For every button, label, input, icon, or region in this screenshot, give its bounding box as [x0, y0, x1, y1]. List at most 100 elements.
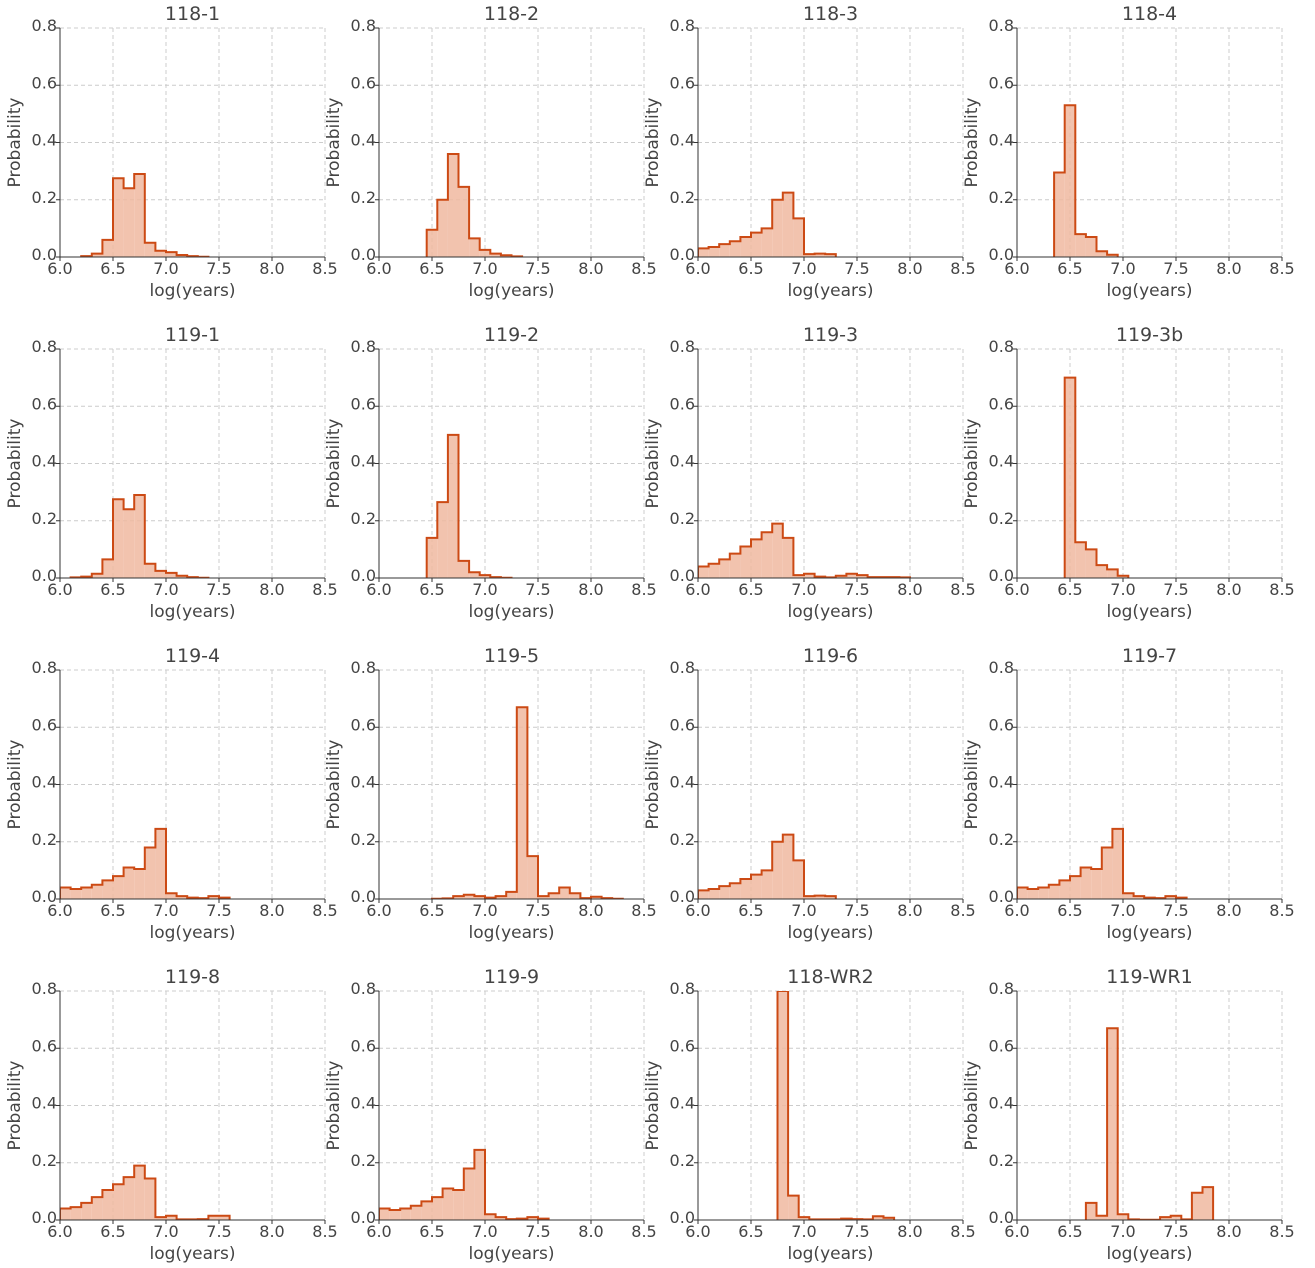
- y-axis-label: Probability: [962, 740, 982, 830]
- x-tick-label: 8.0: [259, 1222, 284, 1241]
- subplot-title: 119-3b: [1116, 324, 1183, 346]
- gridlines: [379, 669, 645, 899]
- histogram-bar: [872, 1216, 884, 1220]
- bars: [426, 434, 512, 578]
- x-tick-label: 7.5: [206, 901, 231, 920]
- histogram-bar: [453, 1189, 464, 1220]
- histogram-bar: [1085, 549, 1097, 578]
- x-tick-label: 7.0: [1110, 1222, 1135, 1241]
- histogram-bar: [719, 244, 730, 257]
- x-tick-label: 6.5: [100, 1222, 125, 1241]
- y-axis-label: Probability: [5, 1061, 25, 1151]
- y-tick-label: 0.4: [351, 131, 376, 150]
- y-tick-label: 0.0: [670, 566, 695, 585]
- y-tick-label: 0.6: [670, 715, 695, 734]
- bars: [1054, 105, 1118, 257]
- subplot-title: 118-1: [165, 3, 220, 25]
- x-tick-label: 8.0: [578, 580, 603, 599]
- subplot-title: 119-WR1: [1106, 966, 1192, 988]
- histogram-bar: [176, 254, 188, 257]
- y-tick-label: 0.8: [989, 16, 1014, 35]
- y-tick-label: 0.2: [989, 1151, 1014, 1170]
- y-tick-label: 0.8: [32, 658, 57, 677]
- histogram-bar: [219, 1215, 230, 1220]
- x-axis-label: log(years): [469, 602, 555, 622]
- x-tick-label: 7.5: [206, 1222, 231, 1241]
- x-tick-label: 8.5: [312, 259, 337, 278]
- gridlines: [60, 27, 326, 257]
- histogram-bar: [506, 891, 517, 899]
- histogram-bar: [469, 238, 480, 257]
- histogram-bar: [516, 707, 528, 899]
- histogram-outline: [698, 833, 837, 899]
- histogram-bar: [1096, 251, 1108, 257]
- y-tick-label: 0.6: [989, 1036, 1014, 1055]
- subplot-118-2: 6.0 6.5 7.0 7.5 8.0 8.5 0.0 0.2 0.4 0.6 0.8 log(yea…: [324, 3, 657, 301]
- y-tick-label: 0.0: [32, 566, 57, 585]
- histogram-bar: [437, 502, 448, 578]
- subplot-title: 119-2: [484, 324, 539, 346]
- x-tick-label: 8.0: [259, 901, 284, 920]
- histogram-bar: [102, 559, 113, 578]
- y-axis-label: Probability: [324, 740, 344, 830]
- histogram-outline: [80, 172, 210, 257]
- x-tick-label: 6.5: [738, 901, 763, 920]
- x-tick-label: 8.5: [950, 901, 975, 920]
- histogram-bar: [825, 254, 836, 257]
- histogram-outline: [1017, 827, 1188, 899]
- x-tick-label: 6.5: [419, 1222, 444, 1241]
- y-tick-label: 0.0: [32, 887, 57, 906]
- x-tick-label: 7.0: [1110, 259, 1135, 278]
- histogram-bar: [1064, 377, 1076, 578]
- histogram-bar: [102, 1189, 113, 1220]
- histogram-bar: [1112, 828, 1123, 899]
- histogram-bar: [538, 896, 549, 899]
- x-tick-label: 8.5: [950, 580, 975, 599]
- histogram-bar: [729, 883, 741, 899]
- x-axis-label: log(years): [150, 602, 236, 622]
- histogram-bar: [740, 236, 751, 257]
- bars: [698, 834, 836, 899]
- histogram-bar: [379, 1208, 390, 1220]
- histogram-bar: [761, 870, 773, 899]
- x-tick-label: 8.5: [631, 580, 656, 599]
- histogram-bar: [1107, 254, 1118, 257]
- x-axis-label: log(years): [788, 281, 874, 301]
- y-tick-label: 0.2: [351, 509, 376, 528]
- x-tick-label: 6.0: [366, 580, 391, 599]
- y-tick-label: 0.6: [670, 73, 695, 92]
- x-tick-label: 7.0: [472, 580, 497, 599]
- y-axis-label: Probability: [324, 98, 344, 188]
- histogram-bar: [458, 560, 470, 578]
- histogram-bar: [1202, 1187, 1214, 1220]
- y-tick-label: 0.6: [351, 1036, 376, 1055]
- y-tick-label: 0.6: [32, 73, 57, 92]
- x-tick-label: 7.0: [791, 901, 816, 920]
- x-tick-label: 6.5: [100, 580, 125, 599]
- x-tick-label: 6.0: [366, 259, 391, 278]
- histogram-outline: [431, 706, 624, 899]
- y-tick-label: 0.2: [670, 188, 695, 207]
- histogram-bar: [729, 241, 741, 257]
- x-tick-label: 7.5: [206, 259, 231, 278]
- histogram-bar: [70, 888, 82, 899]
- histogram-bar: [102, 880, 113, 899]
- x-tick-label: 8.0: [897, 901, 922, 920]
- subplot-119-WR1: 6.0 6.5 7.0 7.5 8.0 8.5 0.0 0.2 0.4 0.6 0.8 log(yea…: [962, 966, 1295, 1264]
- subplot-title: 119-8: [165, 966, 220, 988]
- y-tick-label: 0.6: [32, 715, 57, 734]
- x-tick-label: 6.5: [419, 259, 444, 278]
- histogram-bar: [166, 252, 177, 257]
- x-tick-label: 7.0: [1110, 901, 1135, 920]
- y-tick-label: 0.0: [351, 1208, 376, 1227]
- y-tick-label: 0.6: [32, 394, 57, 413]
- y-tick-label: 0.0: [989, 887, 1014, 906]
- histogram-bar: [453, 896, 464, 899]
- histogram-bar: [788, 1195, 799, 1220]
- gridlines: [698, 669, 964, 899]
- histogram-bar: [777, 991, 789, 1220]
- x-tick-label: 8.0: [1216, 259, 1241, 278]
- y-tick-label: 0.8: [989, 658, 1014, 677]
- histogram-bar: [1191, 1192, 1203, 1220]
- histogram-bar: [1117, 1214, 1129, 1220]
